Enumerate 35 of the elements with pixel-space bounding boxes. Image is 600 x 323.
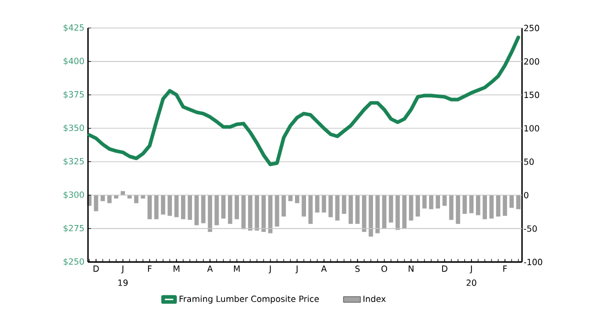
y2-tick-label: 0: [524, 192, 528, 198]
y-tick-label: $325: [64, 158, 84, 166]
x-tick-label: N: [408, 266, 414, 272]
x-tick-label: M: [174, 266, 180, 272]
text: 19: [118, 280, 128, 286]
y2-tick-label: -50: [524, 225, 537, 232]
x-tick-label: J: [121, 266, 124, 274]
x-tick-label: D: [94, 266, 99, 272]
y-tick-label: $425: [64, 24, 84, 32]
y-tick-label: $250: [64, 258, 84, 266]
text: 20: [466, 280, 476, 286]
x-tick-label: A: [321, 266, 327, 272]
y-tick-label: $275: [64, 224, 84, 232]
x-tick-label: J: [268, 266, 271, 274]
y2-tick-label: 100: [524, 125, 540, 132]
x-tick-label: S: [355, 266, 360, 272]
y2-tick-label: 150: [524, 92, 540, 98]
y-tick-label: $375: [64, 91, 84, 99]
x-tick-label: A: [207, 266, 213, 272]
x-tick-label: J: [295, 266, 298, 274]
y2-tick-label: 200: [524, 58, 540, 65]
y2-tick-label: -100: [524, 258, 542, 266]
y2-tick-label: 250: [524, 24, 540, 32]
y-tick-label: $350: [64, 124, 84, 132]
y-tick-label: $300: [64, 191, 84, 199]
x-tick-label: M: [234, 266, 240, 272]
y2-tick-label: 50: [524, 158, 534, 165]
x-tick-label: J: [470, 266, 472, 274]
x-tick-label: F: [148, 266, 152, 272]
x-tick-label: F: [503, 266, 507, 272]
x-tick-label: O: [381, 266, 388, 272]
x-tick-label: D: [442, 266, 448, 272]
legend-label: Framing Lumber Composite Price: [180, 295, 319, 304]
legend-label: Index: [364, 295, 386, 302]
y-tick-label: $400: [64, 58, 84, 66]
